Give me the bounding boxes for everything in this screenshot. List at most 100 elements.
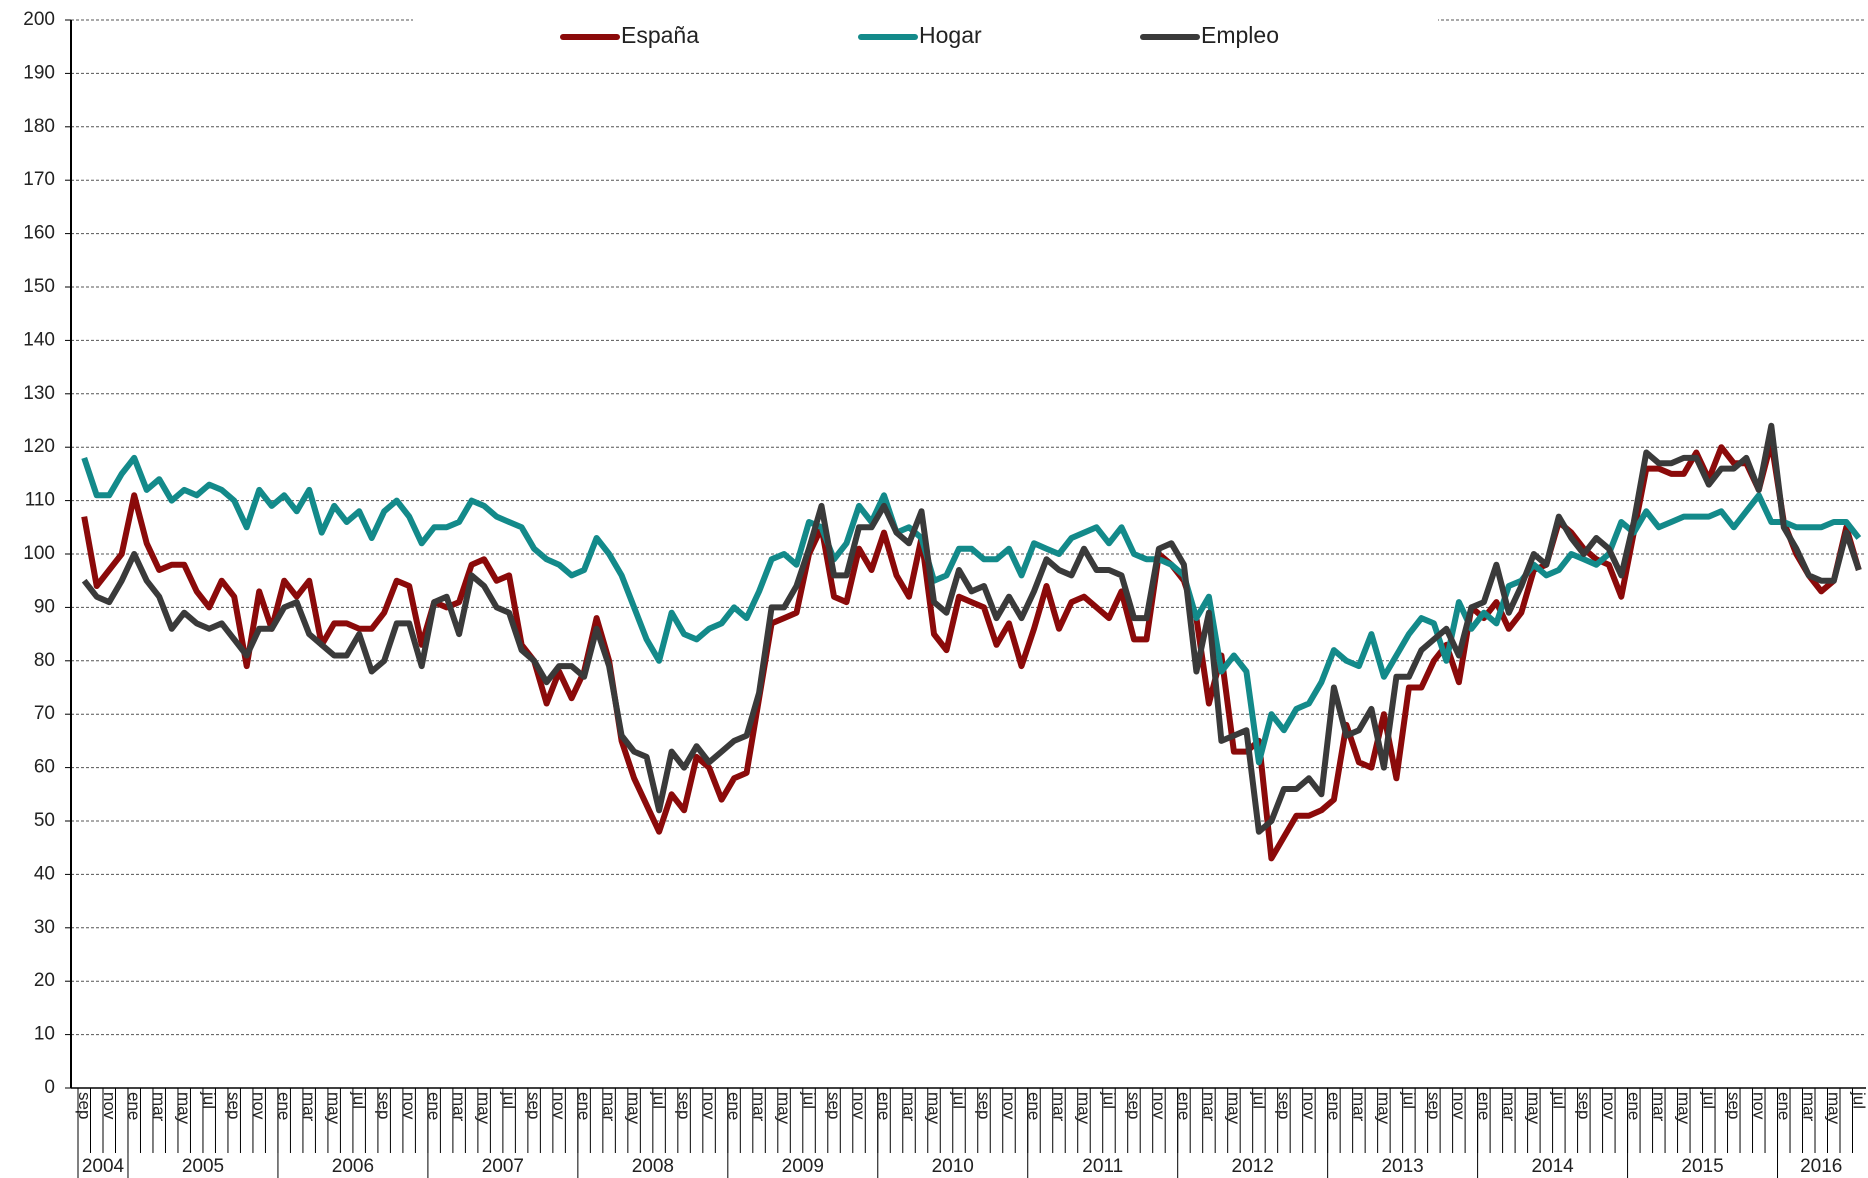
x-tick-label: may (1824, 1092, 1843, 1125)
x-tick-label: ene (275, 1092, 294, 1120)
y-tick-label: 20 (34, 970, 55, 991)
legend-label: España (621, 22, 699, 48)
x-tick-label: may (1224, 1092, 1243, 1125)
y-tick-label: 30 (34, 917, 55, 938)
x-tick-label: ene (1174, 1092, 1193, 1120)
x-tick-label: sep (1424, 1092, 1443, 1119)
y-tick-label: 70 (34, 703, 55, 724)
legend-label: Hogar (919, 22, 982, 48)
x-tick-label: nov (1749, 1092, 1768, 1120)
year-label: 2011 (1082, 1156, 1123, 1177)
x-tick-label: mar (1499, 1092, 1518, 1122)
x-tick-label: nov (550, 1092, 569, 1120)
x-tick-label: mar (1349, 1092, 1368, 1122)
x-tick-label: nov (400, 1092, 419, 1120)
x-tick-label: ene (1324, 1092, 1343, 1120)
x-tick-label: ene (1024, 1092, 1043, 1120)
series-line (81, 422, 1862, 835)
x-tick-label: ene (725, 1092, 744, 1120)
x-tick-label: nov (700, 1092, 719, 1120)
series-line (81, 454, 1862, 766)
x-tick-label: nov (1449, 1092, 1468, 1120)
x-tick-label: jul (1399, 1091, 1418, 1109)
x-tick-label: may (925, 1092, 944, 1125)
x-tick-label: nov (100, 1092, 119, 1120)
y-tick-label: 10 (34, 1024, 55, 1045)
x-tick-label: sep (1574, 1092, 1593, 1119)
x-tick-label: sep (525, 1092, 544, 1119)
year-label: 2004 (82, 1156, 125, 1177)
x-tick-label: jul (1099, 1091, 1118, 1109)
y-tick-label: 150 (23, 276, 55, 297)
x-tick-label: mar (1649, 1092, 1668, 1122)
year-label: 2005 (182, 1156, 224, 1177)
year-label: 2007 (482, 1156, 524, 1177)
year-label: 2012 (1232, 1156, 1274, 1177)
y-tick-label: 140 (23, 329, 55, 350)
y-tick-label: 50 (34, 810, 55, 831)
legend-label: Empleo (1201, 22, 1279, 48)
y-tick-label: 160 (23, 223, 55, 244)
x-tick-label: jul (500, 1091, 519, 1109)
x-tick-label: ene (425, 1092, 444, 1120)
x-tick-label: sep (225, 1092, 244, 1119)
x-tick-label: jul (1249, 1091, 1268, 1109)
x-tick-label: mar (750, 1092, 769, 1122)
x-tick-label: nov (250, 1092, 269, 1120)
x-tick-label: sep (1724, 1092, 1743, 1119)
x-tick-label: nov (1299, 1092, 1318, 1120)
x-tick-label: mar (1049, 1092, 1068, 1122)
x-tick-label: nov (850, 1092, 869, 1120)
x-tick-label: sep (75, 1092, 94, 1119)
year-label: 2008 (632, 1156, 674, 1177)
x-tick-label: may (175, 1092, 194, 1125)
x-tick-label: sep (1124, 1092, 1143, 1119)
y-tick-label: 130 (23, 383, 55, 404)
x-tick-label: ene (1774, 1092, 1793, 1120)
y-tick-label: 180 (23, 116, 55, 137)
y-tick-label: 80 (34, 650, 55, 671)
year-label: 2015 (1681, 1156, 1723, 1177)
x-tick-label: may (1074, 1092, 1093, 1125)
x-tick-label: mar (600, 1092, 619, 1122)
x-tick-label: may (1674, 1092, 1693, 1125)
y-tick-label: 120 (23, 436, 55, 457)
x-tick-label: jul (650, 1091, 669, 1109)
x-tick-label: may (475, 1092, 494, 1125)
y-tick-label: 0 (44, 1077, 55, 1098)
x-tick-label: jul (350, 1091, 369, 1109)
y-tick-label: 90 (34, 596, 55, 617)
x-tick-label: may (625, 1092, 644, 1125)
year-label: 2006 (332, 1156, 374, 1177)
year-label: 2014 (1531, 1156, 1574, 1177)
x-tick-label: mar (900, 1092, 919, 1122)
x-tick-label: may (775, 1092, 794, 1125)
x-tick-label: nov (1000, 1092, 1019, 1120)
x-tick-label: mar (150, 1092, 169, 1122)
x-tick-label: may (1524, 1092, 1543, 1125)
year-label: 2013 (1381, 1156, 1423, 1177)
year-label: 2016 (1800, 1156, 1842, 1177)
x-tick-label: jul (1549, 1091, 1568, 1109)
x-tick-label: sep (675, 1092, 694, 1119)
y-tick-label: 100 (23, 543, 55, 564)
y-tick-label: 60 (34, 757, 55, 778)
x-tick-label: jul (200, 1091, 219, 1109)
x-tick-label: mar (300, 1092, 319, 1122)
x-tick-label: ene (125, 1092, 144, 1120)
y-tick-label: 190 (23, 62, 55, 83)
x-tick-label: sep (975, 1092, 994, 1119)
x-tick-label: sep (825, 1092, 844, 1119)
y-tick-label: 170 (23, 169, 55, 190)
x-tick-label: ene (575, 1092, 594, 1120)
year-label: 2009 (782, 1156, 824, 1177)
x-tick-label: jul (800, 1091, 819, 1109)
x-tick-label: mar (1199, 1092, 1218, 1122)
x-tick-label: sep (1274, 1092, 1293, 1119)
x-tick-label: jul (950, 1091, 969, 1109)
x-tick-label: may (325, 1092, 344, 1125)
x-tick-label: mar (1799, 1092, 1818, 1122)
x-tick-label: ene (1474, 1092, 1493, 1120)
y-tick-label: 110 (25, 490, 55, 511)
